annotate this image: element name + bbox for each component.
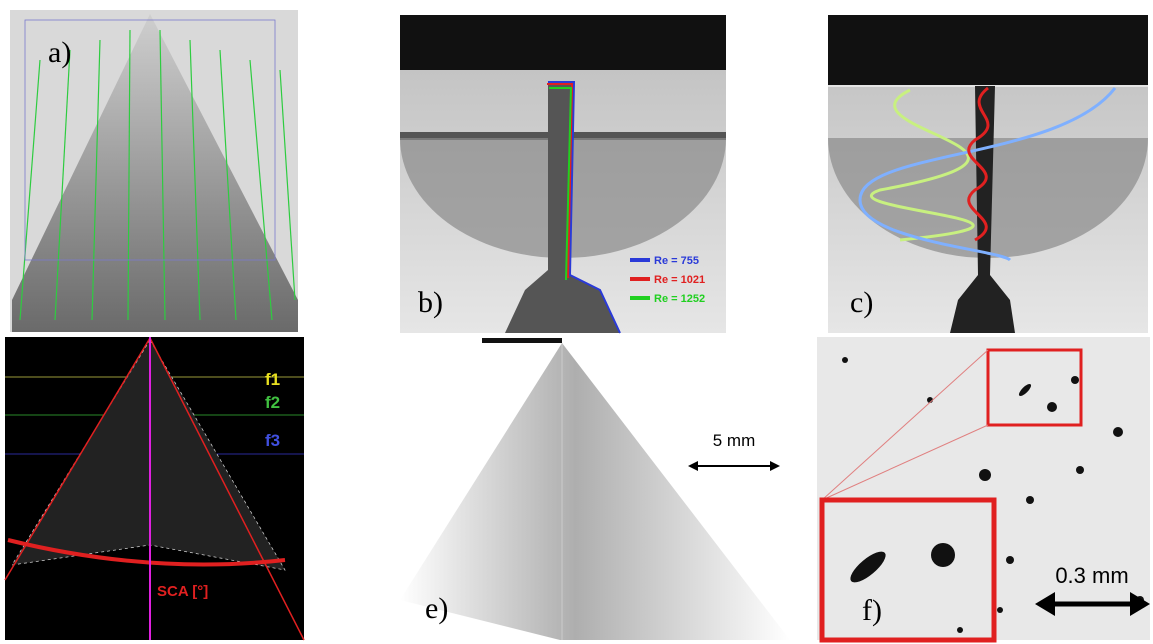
legend-label: Re = 1252 [654, 293, 705, 305]
arrow-head [770, 461, 780, 471]
nozzle-holder [400, 15, 726, 70]
panel-label: c) [850, 286, 873, 319]
figure: a) Re = 755 Re = 1021 Re = 1252 b) c) [0, 0, 1153, 644]
panel-label: a) [48, 36, 71, 69]
arrow-head [688, 461, 698, 471]
level-label: f2 [265, 393, 280, 412]
scale-label: 5 mm [713, 431, 756, 450]
level-label: f1 [265, 370, 280, 389]
panel-c: c) [828, 15, 1148, 333]
panel-a: a) [10, 10, 298, 332]
scale-label: 0.3 mm [1055, 563, 1128, 588]
panel-b: Re = 755 Re = 1021 Re = 1252 b) [400, 15, 726, 333]
panel-d: f1 f2 f3 SCA [°] d) [5, 337, 304, 640]
spray [400, 343, 790, 640]
legend-label: Re = 755 [654, 255, 699, 267]
angle-label: SCA [°] [157, 583, 208, 600]
legend-label: Re = 1021 [654, 274, 705, 286]
panel-e: 5 mm e) [400, 338, 790, 640]
panel-label: b) [418, 286, 443, 319]
level-label: f3 [265, 431, 280, 450]
panel-label: e) [425, 592, 448, 625]
nozzle-holder [828, 15, 1148, 85]
nozzle [482, 338, 562, 343]
panel-f: 0.3 mm f) [817, 337, 1150, 640]
panel-label: f) [862, 594, 882, 627]
panel-label: d) [244, 604, 269, 637]
